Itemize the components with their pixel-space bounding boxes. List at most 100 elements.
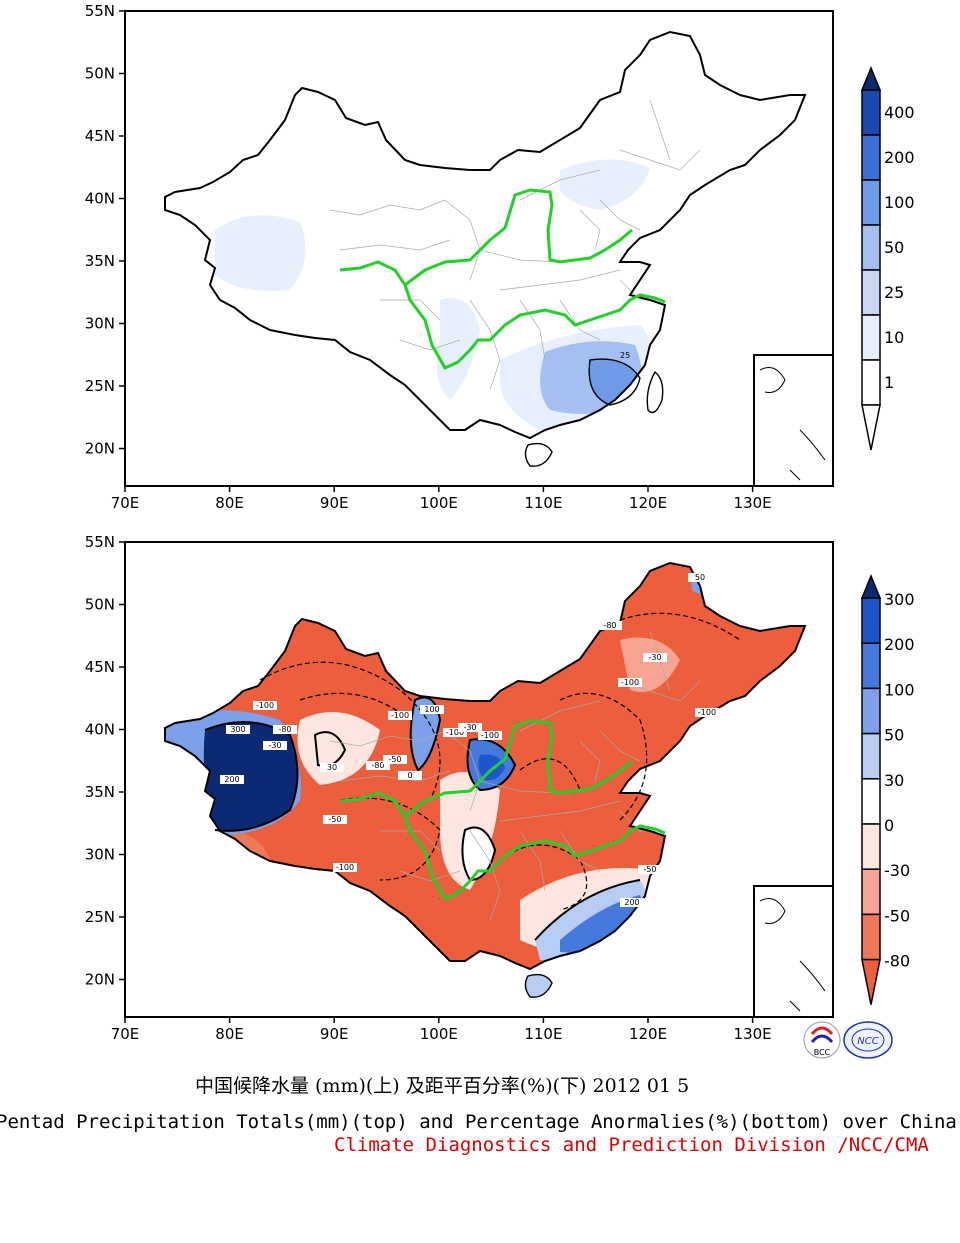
province-boundary bbox=[399, 339, 461, 351]
contour-label: -80 bbox=[371, 761, 384, 770]
contour-label-bg bbox=[388, 711, 412, 720]
province-boundary bbox=[329, 730, 446, 747]
lat-tick-label: 25N bbox=[85, 908, 115, 926]
province-boundary bbox=[599, 199, 641, 231]
contour-label-bg bbox=[443, 728, 467, 737]
lon-tick-label: 70E bbox=[111, 1025, 140, 1043]
lat-tick-label: 20N bbox=[85, 440, 115, 458]
light-precip-north bbox=[560, 159, 650, 210]
lat-tick-label: 35N bbox=[85, 783, 115, 801]
contour-label-bg bbox=[695, 708, 719, 717]
province-boundary bbox=[380, 830, 441, 852]
top-lon-labels: 70E 80E 90E 100E 110E 120E 130E bbox=[111, 486, 772, 512]
lat-tick-label: 45N bbox=[85, 127, 115, 145]
province-boundary bbox=[559, 299, 601, 341]
province-boundary bbox=[519, 830, 546, 892]
contour-label-bg bbox=[598, 621, 622, 630]
colorbar-segment bbox=[861, 913, 881, 961]
contour-label-bg bbox=[688, 573, 712, 582]
contour-label-bg bbox=[320, 763, 344, 772]
province-boundary bbox=[519, 700, 601, 732]
bottom-lon-labels: 70E 80E 90E 100E 110E 120E 130E bbox=[111, 1017, 772, 1043]
contour-label: 300 bbox=[230, 725, 245, 734]
caption-english: Pentad Precipitation Totals(mm)(top) and… bbox=[0, 1111, 957, 1133]
contour-label: -50 bbox=[643, 865, 656, 874]
contour-label-bg bbox=[638, 865, 662, 874]
lat-tick-label: 40N bbox=[85, 721, 115, 739]
bottom-map-panel: -100-80-50-30030100200300-100-80-100-50-… bbox=[85, 533, 915, 1043]
contour-label-bg bbox=[458, 723, 482, 732]
contour-label-bg bbox=[643, 653, 667, 662]
lon-tick-label: 100E bbox=[420, 494, 458, 512]
province-boundary bbox=[329, 199, 446, 216]
light-precip-west bbox=[215, 215, 306, 291]
province-boundary bbox=[619, 149, 701, 171]
bottom-lat-labels: 55N 50N 45N 40N 35N 30N 25N 20N bbox=[85, 533, 125, 989]
bottom-inset-scs bbox=[753, 885, 834, 1018]
province-boundary bbox=[479, 249, 561, 263]
lat-tick-label: 55N bbox=[85, 533, 115, 551]
bottom-yangtze-river bbox=[403, 815, 666, 901]
ncc-logo: NCC bbox=[843, 1021, 893, 1059]
province-boundary bbox=[579, 740, 601, 782]
colorbar-segment bbox=[861, 823, 881, 870]
lon-tick-label: 130E bbox=[734, 494, 772, 512]
contour-label: 200 bbox=[224, 775, 239, 784]
contour-label-bg bbox=[420, 705, 444, 714]
top-yangtze-river bbox=[403, 284, 666, 370]
colorbar-label: -50 bbox=[884, 906, 910, 925]
lon-tick-label: 80E bbox=[215, 494, 244, 512]
anomaly-positive-ningxia-core bbox=[478, 754, 505, 781]
contour-label: 30 bbox=[327, 763, 337, 772]
province-boundary bbox=[519, 169, 601, 201]
lon-tick-label: 80E bbox=[215, 1025, 244, 1043]
contour-label: -100 bbox=[621, 678, 639, 687]
contour-label: -100 bbox=[481, 731, 499, 740]
lat-tick-label: 30N bbox=[85, 315, 115, 333]
contour-label: -50 bbox=[388, 755, 401, 764]
contour-label: -100 bbox=[391, 711, 409, 720]
bottom-hainan bbox=[524, 973, 553, 998]
lon-tick-label: 90E bbox=[320, 494, 349, 512]
contour-label-bg bbox=[620, 898, 644, 907]
contour-label: 200 bbox=[624, 898, 639, 907]
lon-tick-label: 90E bbox=[320, 1025, 349, 1043]
bcc-logo: BCC bbox=[803, 1021, 841, 1059]
contour-label: -100 bbox=[336, 863, 354, 872]
colorbar-label: 200 bbox=[884, 148, 915, 167]
caption-chinese: 中国候降水量 (mm)(上) 及距平百分率(%)(下) 2012 01 5 bbox=[195, 1075, 690, 1097]
lon-tick-label: 110E bbox=[524, 494, 562, 512]
top-colorbar: 400 200 100 50 25 10 1 bbox=[860, 66, 915, 451]
colorbar-segment bbox=[861, 359, 881, 406]
anomaly-positive-gansu bbox=[410, 697, 440, 770]
colorbar-segment bbox=[861, 89, 881, 136]
colorbar-label: 10 bbox=[884, 328, 904, 347]
province-boundary bbox=[469, 299, 501, 391]
bottom-china-border bbox=[164, 561, 807, 971]
contour-label-bg bbox=[478, 731, 502, 740]
lat-tick-label: 55N bbox=[85, 2, 115, 20]
colorbar-segment bbox=[861, 642, 881, 690]
colorbar-segment bbox=[861, 732, 881, 780]
top-lat-labels: 55N 50N 45N 40N 35N 30N 25N 20N bbox=[85, 2, 125, 458]
contour-label: -100 bbox=[698, 708, 716, 717]
province-boundary bbox=[649, 99, 671, 161]
contour-label-bg bbox=[226, 725, 250, 734]
contour-label: -30 bbox=[463, 723, 476, 732]
lat-tick-label: 30N bbox=[85, 846, 115, 864]
contour-label-bg bbox=[253, 701, 277, 710]
contour-label-bg bbox=[263, 741, 287, 750]
colorbar-segment bbox=[861, 314, 881, 361]
province-boundary bbox=[444, 730, 481, 812]
contour-label: 0 bbox=[407, 771, 412, 780]
lon-tick-label: 120E bbox=[629, 494, 667, 512]
top-contour-label-25: 25 bbox=[620, 351, 630, 360]
province-boundary bbox=[444, 199, 481, 281]
contour-label-bg bbox=[383, 755, 407, 764]
light-precip-south bbox=[436, 298, 480, 400]
lon-tick-label: 120E bbox=[629, 1025, 667, 1043]
colorbar-label: 1 bbox=[884, 373, 894, 392]
lon-tick-label: 130E bbox=[734, 1025, 772, 1043]
